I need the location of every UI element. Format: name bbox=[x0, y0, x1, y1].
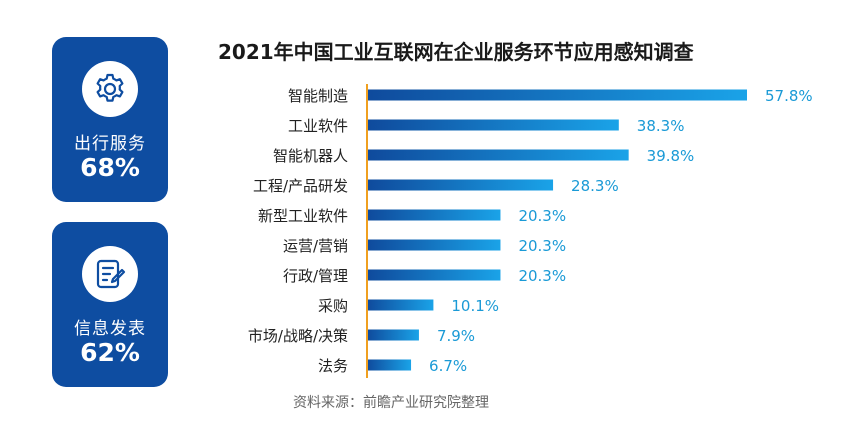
category-label: 采购 bbox=[318, 297, 348, 315]
value-label: 10.1% bbox=[451, 297, 499, 315]
card-label: 出行服务 bbox=[74, 134, 146, 154]
mobility-service-card: 出行服务 68% bbox=[52, 37, 168, 202]
bar bbox=[367, 119, 619, 131]
category-label: 行政/管理 bbox=[283, 267, 348, 285]
gear-icon bbox=[96, 73, 124, 102]
bar bbox=[367, 329, 419, 341]
category-label: 运营/营销 bbox=[283, 237, 348, 255]
value-label: 6.7% bbox=[429, 357, 467, 375]
bar bbox=[367, 89, 747, 101]
value-label: 7.9% bbox=[437, 327, 475, 345]
value-label: 20.3% bbox=[518, 237, 566, 255]
bar bbox=[367, 359, 412, 371]
value-label: 39.8% bbox=[647, 147, 695, 165]
chart-title: 2021年中国工业互联网在企业服务环节应用感知调查 bbox=[218, 40, 694, 64]
edit-document-icon bbox=[96, 259, 126, 289]
edit-icon-circle bbox=[82, 246, 138, 302]
value-label: 38.3% bbox=[637, 117, 685, 135]
card-value: 68% bbox=[80, 153, 140, 182]
value-label: 20.3% bbox=[518, 207, 566, 225]
value-label: 57.8% bbox=[765, 87, 813, 105]
bar bbox=[367, 299, 434, 311]
card-value: 62% bbox=[80, 338, 140, 367]
value-label: 20.3% bbox=[518, 267, 566, 285]
category-label: 工业软件 bbox=[288, 117, 348, 135]
bar bbox=[367, 209, 501, 221]
bar bbox=[367, 239, 501, 251]
value-label: 28.3% bbox=[571, 177, 619, 195]
bar bbox=[367, 269, 501, 281]
info-publishing-card: 信息发表 62% bbox=[52, 222, 168, 387]
card-label: 信息发表 bbox=[74, 319, 146, 339]
bar bbox=[367, 179, 554, 191]
category-label: 智能制造 bbox=[288, 87, 348, 105]
category-label: 工程/产品研发 bbox=[253, 177, 348, 195]
category-label: 法务 bbox=[318, 357, 348, 375]
bar bbox=[367, 149, 629, 161]
source-note: 资料来源：前瞻产业研究院整理 bbox=[293, 395, 489, 411]
category-label: 市场/战略/决策 bbox=[248, 327, 348, 345]
category-label: 新型工业软件 bbox=[258, 207, 348, 225]
category-label: 智能机器人 bbox=[273, 147, 348, 165]
gear-icon-circle bbox=[82, 61, 138, 117]
